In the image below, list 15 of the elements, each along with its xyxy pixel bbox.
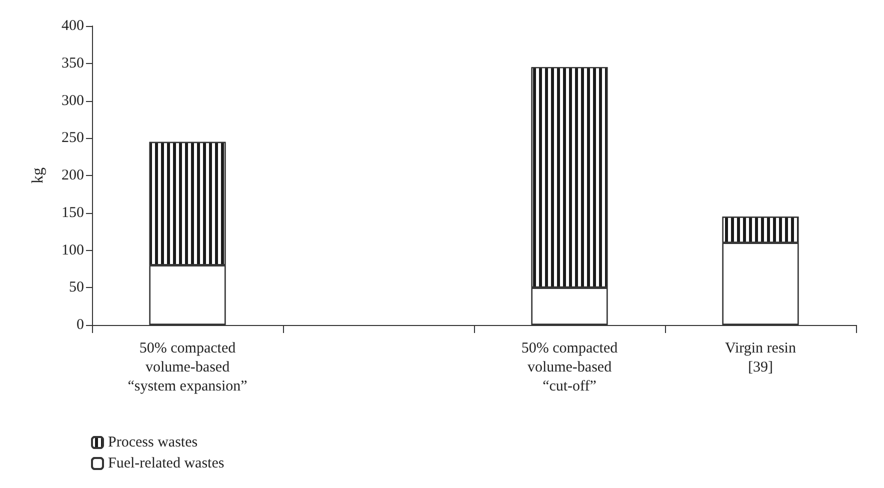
- y-tick-label: 400: [62, 18, 84, 34]
- x-tick-label: 50% compacted volume-based “system expansion”: [128, 340, 248, 394]
- y-tick-label: 200: [62, 168, 84, 184]
- legend-label: Process wastes: [108, 434, 198, 450]
- x-tick-label: Virgin resin [39]: [725, 340, 796, 376]
- y-tick-label: 100: [62, 242, 84, 258]
- legend-label: Fuel-related wastes: [108, 456, 224, 472]
- y-tick-label: 350: [62, 55, 84, 72]
- x-tick-label: 50% compacted volume-based “cut-off”: [521, 340, 618, 394]
- y-tick-label: 250: [62, 130, 84, 146]
- y-tick-label: 0: [76, 317, 84, 333]
- y-tick-label: 150: [62, 204, 84, 221]
- y-axis-title: kg: [30, 168, 46, 184]
- y-tick-label: 300: [62, 92, 84, 109]
- y-tick-label: 50: [69, 280, 84, 296]
